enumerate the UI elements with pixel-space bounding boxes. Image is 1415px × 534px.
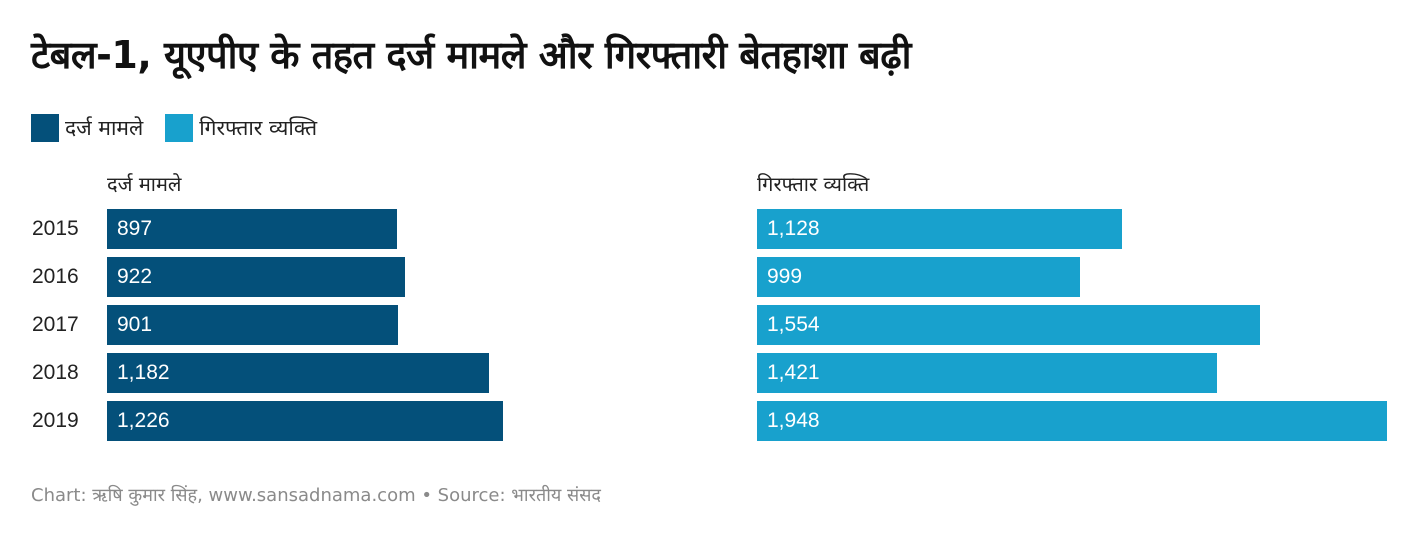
bar-arrests-2016 bbox=[757, 257, 1080, 297]
value-label-cases-2019: 1,226 bbox=[117, 409, 170, 432]
chart-footer: Chart: ऋषि कुमार सिंह, www.sansadnama.co… bbox=[31, 485, 601, 506]
value-label-arrests-2015: 1,128 bbox=[767, 217, 820, 240]
value-label-cases-2018: 1,182 bbox=[117, 361, 170, 384]
year-label-2015: 2015 bbox=[32, 217, 79, 240]
bar-cases-2016 bbox=[107, 257, 405, 297]
legend-swatch-cases bbox=[31, 114, 59, 142]
year-label-2016: 2016 bbox=[32, 265, 79, 288]
bar-cases-2019 bbox=[107, 401, 503, 441]
value-label-cases-2015: 897 bbox=[117, 217, 153, 240]
bar-cases-2015 bbox=[107, 209, 397, 249]
bar-arrests-2017 bbox=[757, 305, 1260, 345]
panel-title-arrests: गिरफ्तार व्यक्ति bbox=[757, 172, 870, 196]
legend: दर्ज मामले गिरफ्तार व्यक्ति bbox=[31, 114, 339, 142]
bar-cases-2018 bbox=[107, 353, 489, 393]
chart-title: टेबल-1, यूएपीए के तहत दर्ज मामले और गिरफ… bbox=[31, 33, 912, 77]
year-label-2019: 2019 bbox=[32, 409, 79, 432]
value-label-arrests-2018: 1,421 bbox=[767, 361, 820, 384]
value-label-cases-2016: 922 bbox=[117, 265, 153, 288]
bar-arrests-2019 bbox=[757, 401, 1387, 441]
legend-swatch-arrests bbox=[165, 114, 194, 142]
value-label-arrests-2019: 1,948 bbox=[767, 409, 820, 432]
legend-label-cases: दर्ज मामले bbox=[65, 116, 144, 140]
legend-item-cases: दर्ज मामले bbox=[31, 114, 143, 142]
value-label-arrests-2017: 1,554 bbox=[767, 313, 820, 336]
value-label-arrests-2016: 999 bbox=[767, 265, 803, 288]
year-label-2017: 2017 bbox=[32, 313, 79, 336]
value-label-cases-2017: 901 bbox=[117, 313, 153, 336]
year-label-2018: 2018 bbox=[32, 361, 79, 384]
bar-arrests-2015 bbox=[757, 209, 1122, 249]
legend-item-arrests: गिरफ्तार व्यक्ति bbox=[165, 114, 317, 142]
bar-cases-2017 bbox=[107, 305, 398, 345]
bar-arrests-2018 bbox=[757, 353, 1217, 393]
legend-label-arrests: गिरफ्तार व्यक्ति bbox=[199, 116, 318, 140]
panel-title-cases: दर्ज मामले bbox=[107, 172, 182, 196]
